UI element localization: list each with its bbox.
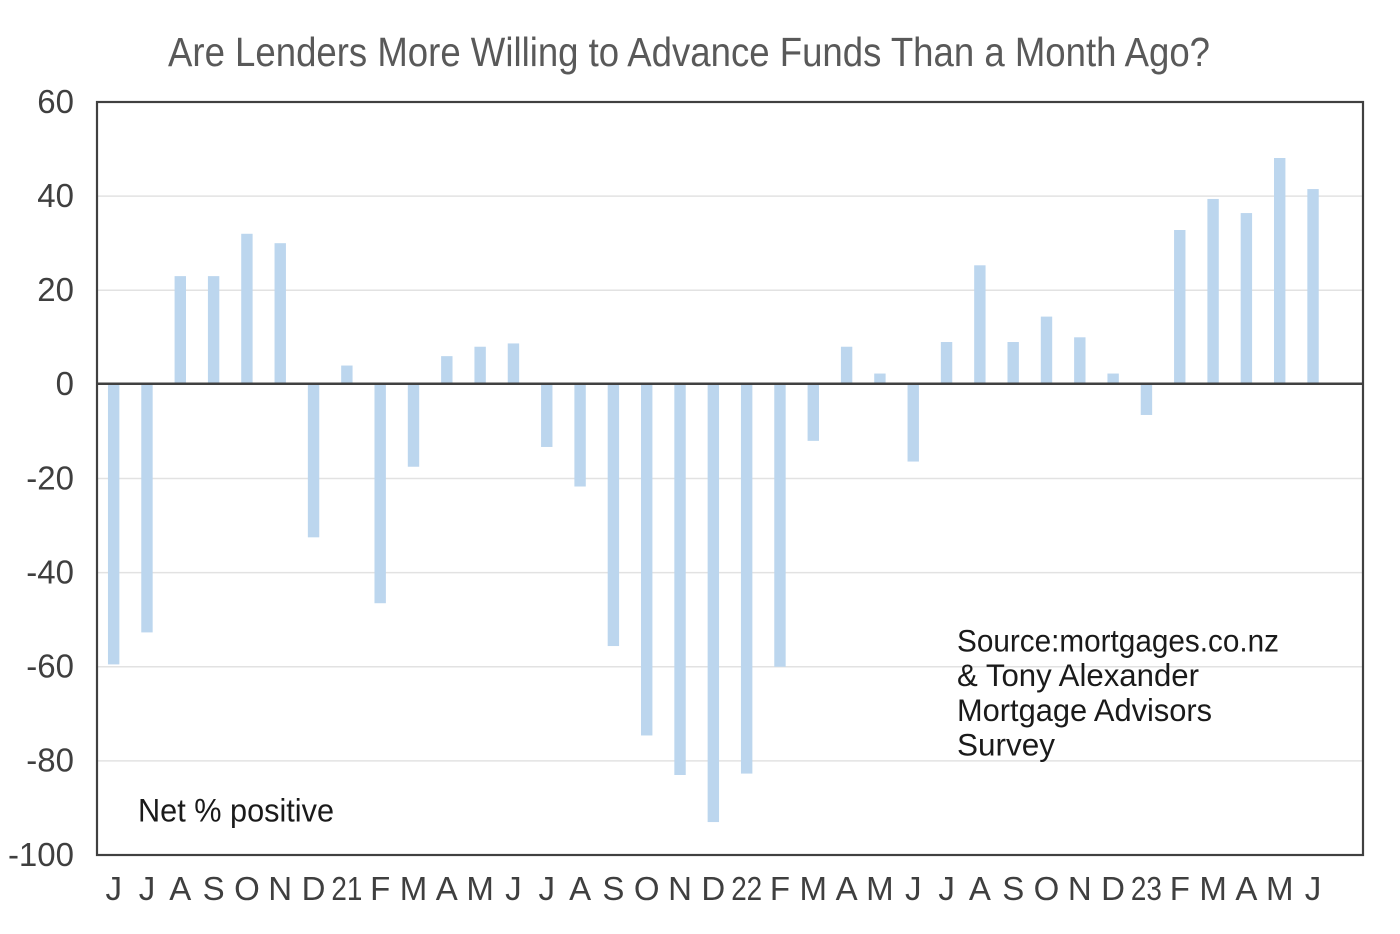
svg-text:Survey: Survey <box>957 727 1055 763</box>
svg-text:A: A <box>569 870 591 907</box>
svg-text:N: N <box>668 870 692 907</box>
svg-text:M: M <box>1199 870 1227 907</box>
svg-text:J: J <box>105 870 122 907</box>
svg-text:J: J <box>139 870 156 907</box>
svg-text:D: D <box>1101 870 1125 907</box>
svg-text:23: 23 <box>1131 870 1162 907</box>
svg-text:Net % positive: Net % positive <box>138 793 334 829</box>
svg-text:Are Lenders More Willing to Ad: Are Lenders More Willing to Advance Fund… <box>168 29 1210 75</box>
svg-text:D: D <box>302 870 326 907</box>
svg-text:J: J <box>905 870 922 907</box>
svg-text:S: S <box>203 870 225 907</box>
svg-text:Mortgage Advisors: Mortgage Advisors <box>957 692 1212 728</box>
svg-text:-80: -80 <box>26 742 74 779</box>
svg-text:Source:mortgages.co.nz: Source:mortgages.co.nz <box>957 622 1279 658</box>
svg-text:N: N <box>268 870 292 907</box>
svg-text:60: 60 <box>37 83 74 120</box>
svg-text:22: 22 <box>731 870 762 907</box>
svg-text:A: A <box>436 870 458 907</box>
svg-text:0: 0 <box>56 365 74 402</box>
svg-text:A: A <box>169 870 191 907</box>
svg-text:J: J <box>938 870 955 907</box>
svg-text:A: A <box>1235 870 1257 907</box>
svg-text:O: O <box>234 870 260 907</box>
svg-text:-60: -60 <box>26 648 74 685</box>
svg-text:O: O <box>634 870 660 907</box>
svg-text:O: O <box>1034 870 1060 907</box>
svg-text:N: N <box>1068 870 1092 907</box>
svg-text:S: S <box>1002 870 1024 907</box>
svg-text:F: F <box>770 870 790 907</box>
svg-text:-20: -20 <box>26 459 74 496</box>
svg-text:-40: -40 <box>26 553 74 590</box>
svg-text:40: 40 <box>37 177 74 214</box>
svg-text:F: F <box>370 870 390 907</box>
svg-text:A: A <box>969 870 991 907</box>
svg-text:A: A <box>836 870 858 907</box>
svg-text:M: M <box>866 870 894 907</box>
svg-text:S: S <box>602 870 624 907</box>
svg-text:-100: -100 <box>8 836 74 873</box>
svg-text:M: M <box>1266 870 1294 907</box>
svg-text:M: M <box>800 870 828 907</box>
svg-text:J: J <box>505 870 522 907</box>
svg-text:J: J <box>539 870 556 907</box>
svg-text:20: 20 <box>37 271 74 308</box>
svg-text:M: M <box>400 870 428 907</box>
svg-text:F: F <box>1170 870 1190 907</box>
svg-text:D: D <box>701 870 725 907</box>
svg-text:J: J <box>1305 870 1322 907</box>
svg-text:& Tony Alexander: & Tony Alexander <box>957 657 1199 693</box>
svg-text:M: M <box>466 870 494 907</box>
svg-text:21: 21 <box>331 870 362 907</box>
